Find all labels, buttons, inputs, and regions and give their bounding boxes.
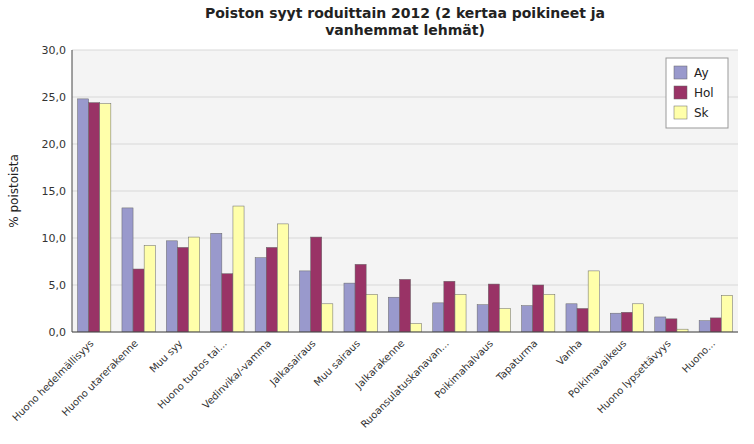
x-tick-label: Ruoansulatuskanavan... bbox=[359, 338, 451, 430]
x-tick-label: Huono... bbox=[680, 338, 717, 375]
bar bbox=[366, 294, 377, 332]
x-tick-label: Huono hedelmällisyys bbox=[10, 338, 95, 423]
bar bbox=[177, 247, 188, 332]
bar bbox=[322, 304, 333, 332]
bar bbox=[300, 271, 311, 332]
y-tick-label: 10,0 bbox=[42, 232, 67, 245]
grid-line bbox=[72, 50, 738, 51]
bar bbox=[566, 304, 577, 332]
bar bbox=[699, 321, 710, 332]
grid-line bbox=[72, 144, 738, 145]
legend-label: Ay bbox=[694, 66, 709, 80]
bar bbox=[411, 324, 422, 332]
bar bbox=[588, 271, 599, 332]
grid-line bbox=[72, 97, 738, 98]
bars bbox=[78, 99, 733, 332]
bar bbox=[621, 312, 632, 332]
bar bbox=[455, 294, 466, 332]
legend-box bbox=[666, 58, 728, 128]
bar bbox=[388, 297, 399, 332]
bar bbox=[222, 274, 233, 332]
bar bbox=[399, 279, 410, 332]
bar bbox=[277, 224, 288, 332]
y-tick-label: 15,0 bbox=[42, 185, 67, 198]
bar bbox=[444, 281, 455, 332]
bar bbox=[655, 317, 666, 332]
bar bbox=[666, 319, 677, 332]
chart: Poiston syyt roduittain 2012 (2 kertaa p… bbox=[0, 0, 754, 444]
bar bbox=[577, 309, 588, 333]
bar bbox=[710, 318, 721, 332]
x-axis: Huono hedelmällisyysHuono utarerakenneMu… bbox=[10, 338, 717, 430]
bar bbox=[189, 237, 200, 332]
y-tick-label: 30,0 bbox=[42, 44, 67, 57]
grid-line bbox=[72, 191, 738, 192]
bar bbox=[311, 237, 322, 332]
bar bbox=[499, 309, 510, 333]
bar bbox=[721, 295, 732, 332]
y-axis-label: % poistoista bbox=[7, 154, 21, 227]
bar bbox=[89, 103, 100, 332]
bar bbox=[544, 294, 555, 332]
bar bbox=[78, 99, 89, 332]
x-tick-label: Huono utarerakenne bbox=[60, 338, 140, 418]
bar bbox=[266, 247, 277, 332]
y-tick-label: 25,0 bbox=[42, 91, 67, 104]
bar bbox=[255, 258, 266, 332]
x-tick-label: Tapaturma bbox=[494, 338, 540, 384]
legend-label: Hol bbox=[694, 86, 714, 100]
y-tick-label: 0,0 bbox=[49, 326, 67, 339]
legend-swatch bbox=[674, 66, 687, 79]
grid-line bbox=[72, 238, 738, 239]
x-tick-label: Muu syy bbox=[147, 338, 184, 375]
x-axis-line bbox=[72, 332, 738, 333]
bar bbox=[633, 304, 644, 332]
x-tick-label: Vedinvika/-vamma bbox=[200, 338, 273, 411]
y-tick-label: 20,0 bbox=[42, 138, 67, 151]
y-axis-line bbox=[72, 50, 73, 332]
bar bbox=[533, 285, 544, 332]
x-tick-label: Vanha bbox=[554, 338, 584, 368]
bar bbox=[211, 233, 222, 332]
bar bbox=[488, 284, 499, 332]
bar bbox=[522, 306, 533, 332]
x-tick-label: Jalkasairaus bbox=[267, 338, 318, 389]
legend: Ay Hol Sk bbox=[666, 58, 728, 128]
legend-swatch bbox=[674, 86, 687, 99]
bar bbox=[433, 303, 444, 332]
bar bbox=[610, 313, 621, 332]
bar bbox=[344, 283, 355, 332]
y-tick-label: 5,0 bbox=[49, 279, 67, 292]
bar bbox=[355, 264, 366, 332]
bar bbox=[477, 305, 488, 332]
bar bbox=[144, 246, 155, 332]
y-axis: 0,0 5,0 10,0 15,0 20,0 25,0 30,0 bbox=[42, 44, 739, 339]
bar bbox=[133, 269, 144, 332]
bar bbox=[233, 206, 244, 332]
grid-line bbox=[72, 332, 738, 333]
bar bbox=[100, 104, 111, 332]
bar bbox=[166, 241, 177, 332]
legend-swatch bbox=[674, 106, 687, 119]
title: Poiston syyt roduittain 2012 (2 kertaa p… bbox=[205, 5, 605, 38]
plot-area bbox=[72, 50, 738, 332]
x-tick-label: Poikimahalvaus bbox=[432, 338, 495, 401]
bar bbox=[122, 208, 133, 332]
x-tick-label: Huono lypsettävyys bbox=[595, 338, 673, 416]
legend-label: Sk bbox=[694, 106, 709, 120]
